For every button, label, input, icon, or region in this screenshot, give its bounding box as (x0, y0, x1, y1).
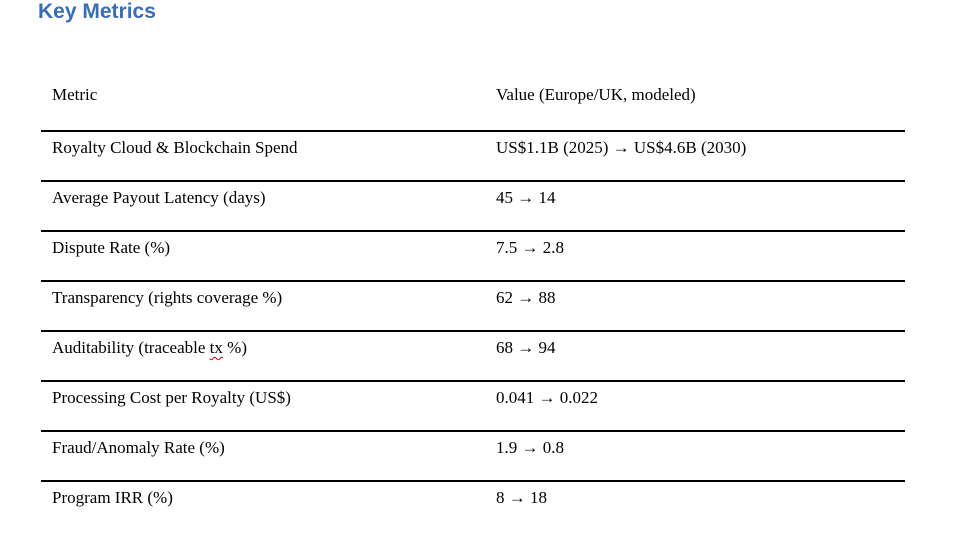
value-cell: 45 → 14 (485, 181, 905, 232)
table-row: Transparency (rights coverage %) 62 → 88 (41, 281, 905, 332)
metric-cell: Processing Cost per Royalty (US$) (41, 381, 485, 432)
table-row: Fraud/Anomaly Rate (%) 1.9 → 0.8 (41, 431, 905, 482)
key-metrics-table: Metric Value (Europe/UK, modeled) Royalt… (41, 75, 905, 530)
table-header-row: Metric Value (Europe/UK, modeled) (41, 75, 905, 132)
table-row: Program IRR (%) 8 → 18 (41, 481, 905, 530)
value-cell: 1.9 → 0.8 (485, 431, 905, 482)
table-row: Auditability (traceable tx %) 68 → 94 (41, 331, 905, 382)
metric-cell: Fraud/Anomaly Rate (%) (41, 431, 485, 482)
value-cell: 7.5 → 2.8 (485, 231, 905, 282)
table-row: Average Payout Latency (days) 45 → 14 (41, 181, 905, 232)
col-header-metric: Metric (41, 75, 485, 132)
table-row: Processing Cost per Royalty (US$) 0.041 →… (41, 381, 905, 432)
metric-cell: Program IRR (%) (52, 488, 173, 507)
col-header-value: Value (Europe/UK, modeled) (485, 75, 905, 132)
table-row: Dispute Rate (%) 7.5 → 2.8 (41, 231, 905, 282)
metric-cell: Average Payout Latency (days) (41, 181, 485, 232)
value-cell: 68 → 94 (485, 331, 905, 382)
misspelled-word: tx (209, 338, 223, 357)
page-title: Key Metrics (38, 0, 156, 23)
metric-cell: Auditability (traceable tx %) (41, 331, 485, 382)
table-row: Royalty Cloud & Blockchain Spend US$1.1B … (41, 131, 905, 182)
metric-cell: Royalty Cloud & Blockchain Spend (41, 131, 485, 182)
value-cell: 0.041 → 0.022 (485, 381, 905, 432)
value-cell: 8 → 18 (496, 488, 547, 507)
metric-cell: Dispute Rate (%) (41, 231, 485, 282)
metric-cell: Transparency (rights coverage %) (41, 281, 485, 332)
value-cell: US$1.1B (2025) → US$4.6B (2030) (485, 131, 905, 182)
value-cell: 62 → 88 (485, 281, 905, 332)
table-body: Royalty Cloud & Blockchain Spend US$1.1B … (41, 131, 905, 530)
